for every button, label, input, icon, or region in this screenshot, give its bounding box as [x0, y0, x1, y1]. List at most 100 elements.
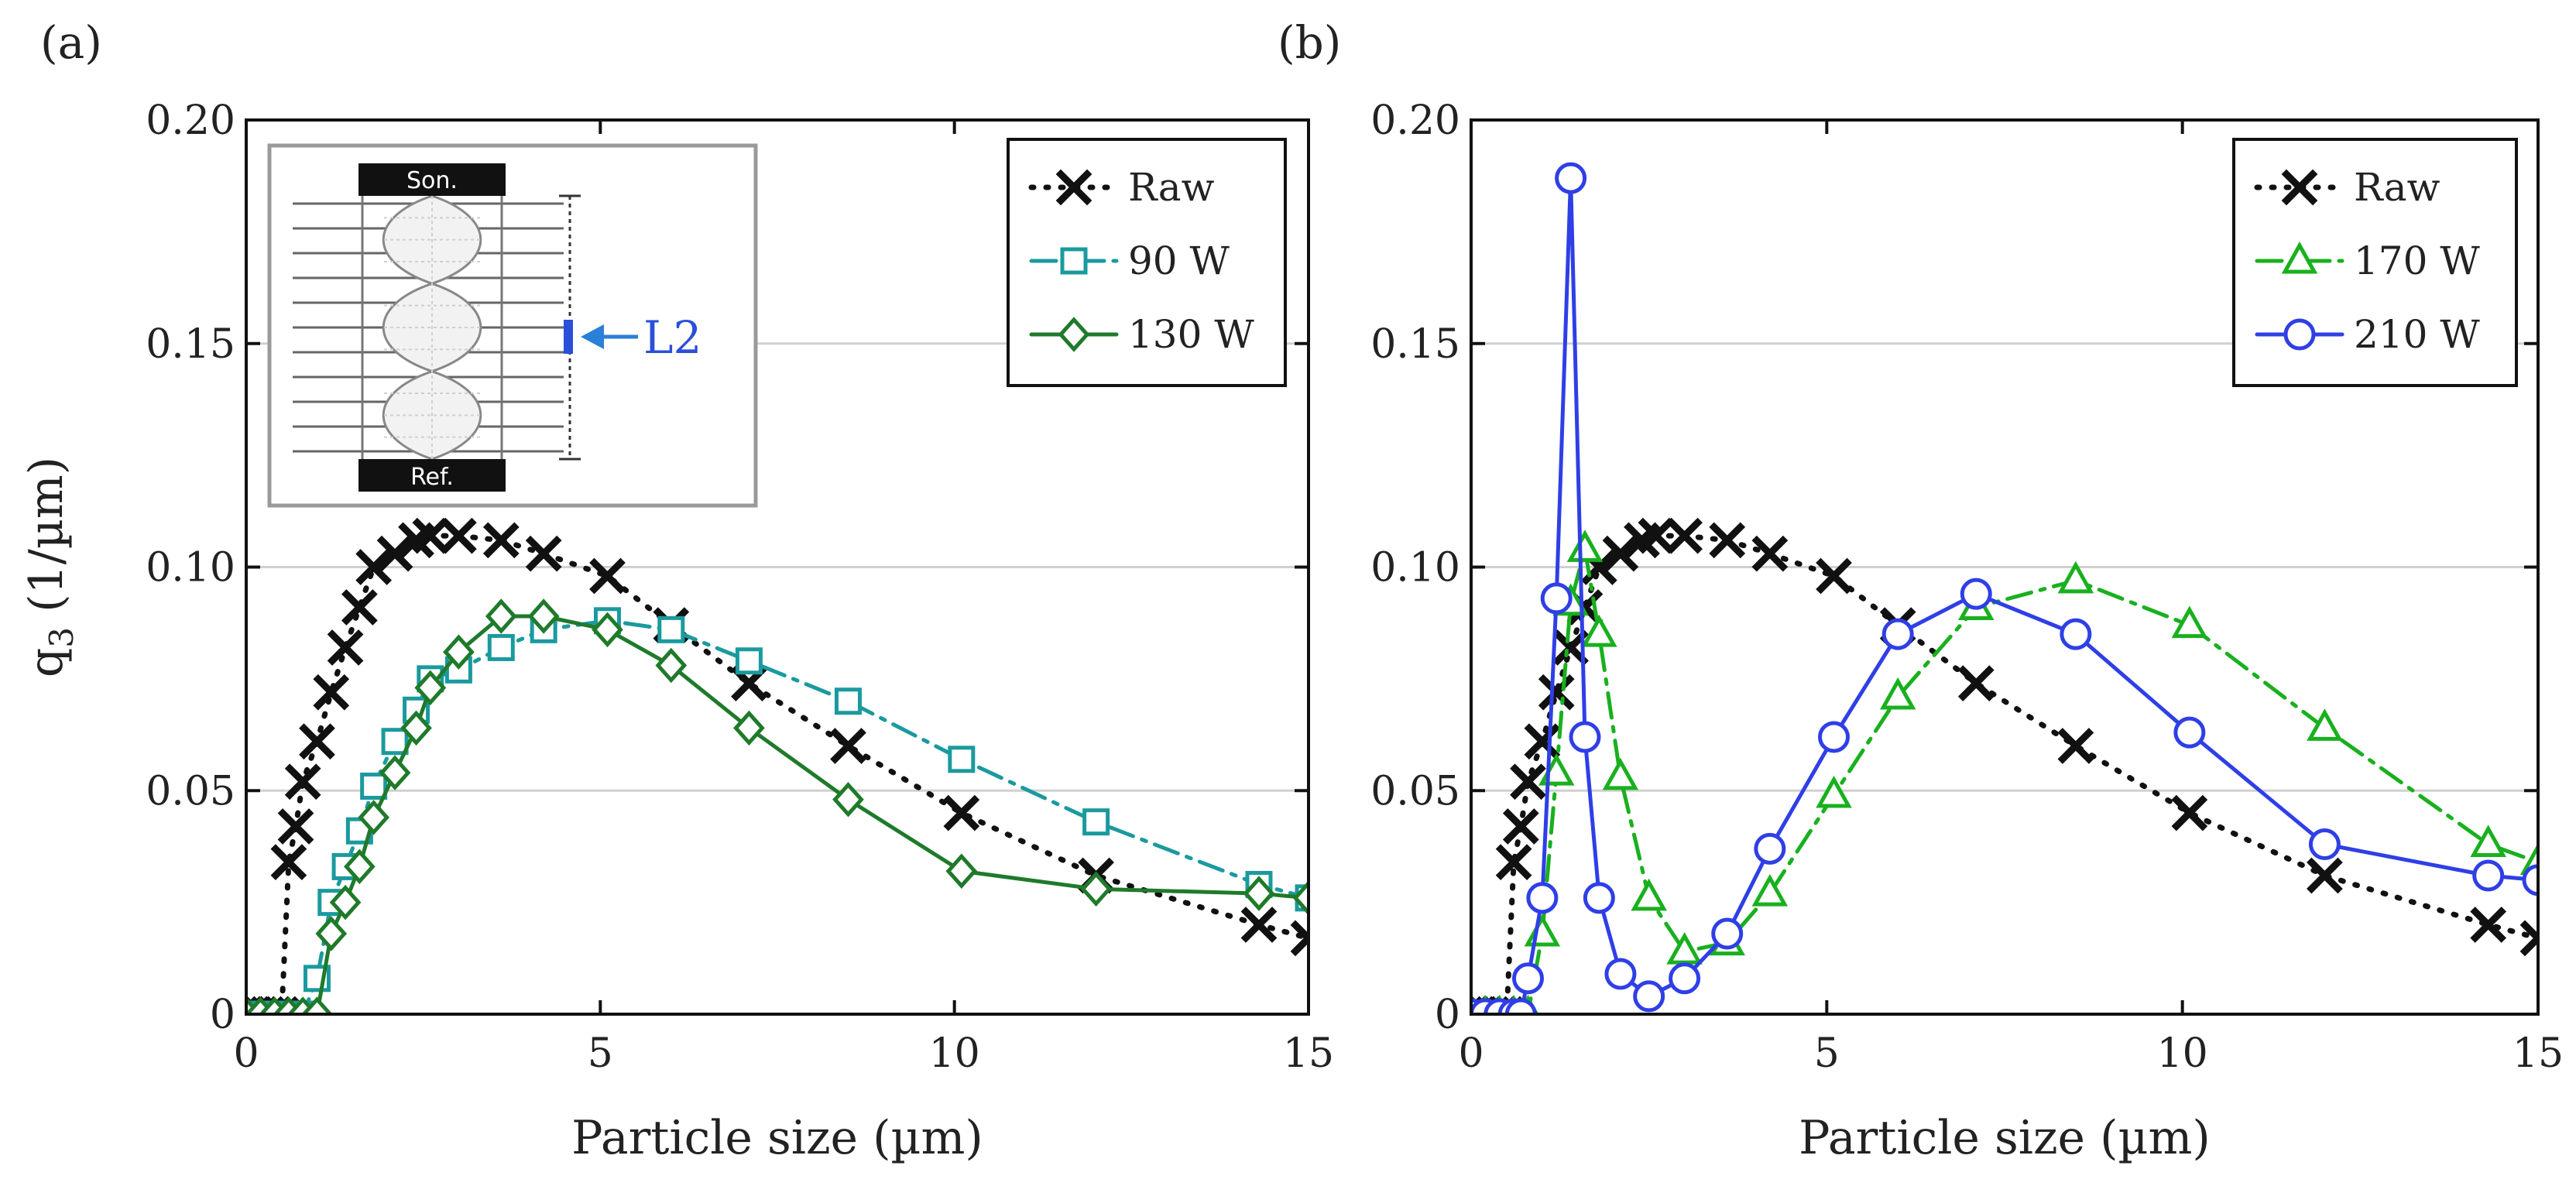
data-point — [270, 844, 307, 881]
inset-callout-label: L2 — [643, 311, 701, 364]
series-210-w — [1471, 162, 2538, 1014]
inset-l2-marker — [564, 320, 573, 354]
legend-label: Raw — [2354, 165, 2441, 210]
series-130-w — [246, 598, 1309, 1014]
data-point — [1816, 775, 1852, 808]
data-point — [1754, 832, 1786, 865]
data-point — [2522, 864, 2538, 896]
inset-sonotrode — [358, 163, 506, 196]
y-tick-label: 0.05 — [146, 768, 235, 814]
data-point — [1633, 980, 1665, 1013]
x-axis-title: Particle size (µm) — [1799, 1111, 2211, 1165]
legend: Raw 170 W 210 W — [2232, 138, 2518, 387]
data-point — [315, 916, 348, 951]
data-point — [945, 853, 978, 889]
data-point — [731, 665, 767, 702]
data-point — [1292, 880, 1309, 916]
y-tick-label: 0.20 — [1370, 98, 1460, 144]
data-point — [2308, 828, 2341, 861]
data-point — [1243, 876, 1275, 911]
data-point — [482, 522, 520, 559]
data-point — [1879, 677, 1916, 710]
data-point — [1555, 162, 1587, 194]
data-point — [1604, 958, 1637, 990]
data-point — [343, 848, 376, 885]
data-point — [948, 746, 976, 773]
x-tick-label: 0 — [1458, 1030, 1484, 1077]
legend-label: 130 W — [1128, 312, 1254, 357]
x-tick-label: 5 — [588, 1030, 613, 1077]
data-point — [1552, 629, 1589, 666]
data-point — [2171, 794, 2208, 831]
data-point — [379, 755, 411, 790]
y-tick-label: 0.15 — [1370, 321, 1460, 368]
x-tick-label: 15 — [2513, 1030, 2564, 1077]
data-point — [1511, 962, 1544, 995]
data-point — [2057, 561, 2094, 594]
data-point — [1526, 882, 1559, 914]
data-point — [2470, 824, 2506, 858]
y-tick-label: 0.20 — [146, 98, 235, 144]
data-point — [527, 598, 560, 634]
y-tick-label: 0.10 — [146, 545, 235, 591]
legend-marker — [1060, 247, 1088, 275]
data-point — [2472, 859, 2505, 892]
series-line — [1471, 176, 2538, 1014]
data-point — [1581, 615, 1617, 647]
data-point — [381, 728, 409, 756]
data-point — [1524, 914, 1561, 947]
inset-frame — [267, 143, 758, 508]
data-point — [1669, 962, 1701, 995]
data-point — [327, 629, 364, 666]
data-point — [2171, 605, 2208, 639]
data-point — [358, 800, 389, 835]
data-point — [376, 535, 413, 572]
data-point — [329, 884, 362, 920]
series-line — [1471, 533, 2538, 1014]
data-point — [1240, 907, 1278, 943]
chart-panel-b: 0 0.05 0.10 0.15 0.20 0 5 10 15 Particle size (µm… — [1278, 16, 2564, 1165]
series-90-w — [246, 607, 1309, 1014]
data-point — [355, 549, 393, 585]
data-point — [943, 794, 980, 831]
data-point — [589, 557, 626, 595]
data-point — [525, 535, 562, 572]
data-point — [1881, 618, 1914, 650]
y-tick-label: 0.10 — [1370, 545, 1460, 591]
data-point — [1666, 517, 1703, 554]
data-point — [1666, 932, 1703, 965]
data-point — [443, 634, 475, 670]
legend-marker — [2281, 241, 2318, 274]
y-tick-label: 0.15 — [146, 321, 235, 368]
legend-label: 210 W — [2354, 312, 2480, 357]
data-point — [360, 772, 388, 800]
panel-label: (a) — [40, 16, 102, 69]
data-point — [1510, 763, 1546, 800]
data-point — [1502, 808, 1539, 845]
data-point — [2057, 728, 2094, 764]
data-point — [1080, 871, 1112, 907]
data-point — [832, 782, 864, 818]
data-point — [1569, 721, 1601, 753]
data-point — [313, 674, 350, 711]
data-point — [301, 996, 333, 1014]
data-point — [1816, 557, 1852, 595]
y-axis-title-unit: (1/µm) — [19, 457, 74, 627]
x-tick-label: 10 — [2157, 1030, 2208, 1077]
series-line — [246, 614, 1309, 1014]
panel-label: (b) — [1278, 16, 1341, 69]
data-point — [1504, 998, 1537, 1014]
data-point — [2060, 618, 2092, 650]
data-point — [414, 670, 447, 706]
x-axis-title: Particle size (µm) — [571, 1111, 983, 1165]
inset-top-label: Son. — [406, 167, 458, 194]
data-point — [1638, 517, 1675, 554]
x-tick-label: 10 — [929, 1030, 980, 1077]
data-point — [1751, 873, 1789, 907]
data-point — [1602, 757, 1639, 790]
x-tick-label: 5 — [1814, 1030, 1840, 1077]
data-point — [441, 517, 477, 554]
data-point — [341, 589, 378, 626]
legend-label: 90 W — [1128, 238, 1230, 283]
